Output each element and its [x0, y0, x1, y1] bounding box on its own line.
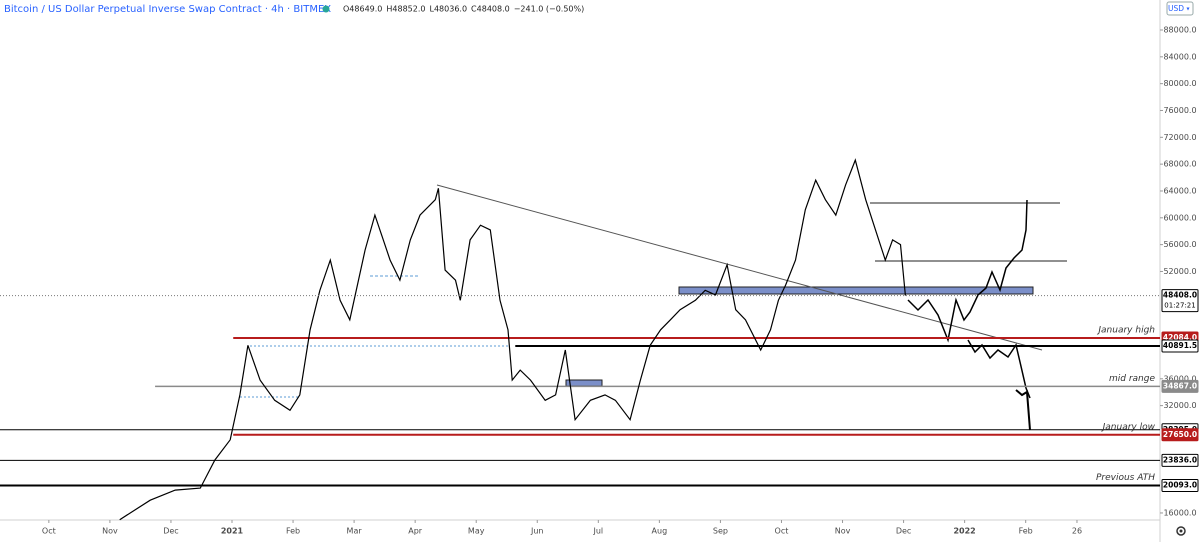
y-tick-label: 84000.0: [1163, 52, 1196, 61]
x-tick-label: Apr: [408, 527, 423, 536]
y-tick-label: 80000.0: [1163, 79, 1196, 88]
price-wick: [1015, 389, 1031, 431]
price-tag-label: 40891.5: [1163, 341, 1197, 350]
gear: [1176, 526, 1186, 536]
x-tick-label: 26: [1072, 527, 1082, 536]
level-annotation: January low: [1101, 422, 1156, 432]
price-tag-label: 34867.0: [1163, 381, 1197, 390]
x-tick-label: 2022: [953, 527, 975, 536]
price-tag: [1161, 428, 1199, 442]
x-tick-label: Aug: [652, 527, 668, 536]
price-tag: [1161, 479, 1199, 493]
level-annotation: January high: [1096, 325, 1155, 335]
y-tick-label: 72000.0: [1163, 133, 1196, 142]
plot: 16000.0 32000.0 36000.0 52000.0 56000.0 60000…: [0, 25, 1199, 536]
y-tick-label: 88000.0: [1163, 25, 1196, 34]
ohlc-value: H48852.0: [386, 5, 425, 14]
x-tick-label: Feb: [1019, 527, 1033, 536]
status-dot: [322, 5, 330, 13]
projection-path: [967, 339, 1031, 399]
level-annotation: Previous ATH: [1096, 473, 1155, 483]
x-tick-label: Mar: [347, 527, 363, 536]
drawings: [240, 184, 1067, 431]
price-tag: [1161, 453, 1199, 467]
x-tick-label: Dec: [896, 527, 911, 536]
settings-icon[interactable]: [1176, 526, 1186, 536]
ohlc-value: C48408.0: [471, 5, 510, 14]
gear-hub: [1179, 529, 1183, 533]
ohlc-value: L48036.0: [430, 5, 468, 14]
x-tick-label: Oct: [42, 527, 56, 536]
price-tag-label: 42084.0: [1163, 333, 1197, 342]
countdown: 01:27:21: [1164, 302, 1195, 310]
y-tick-label: 64000.0: [1163, 186, 1196, 195]
x-tick-label: Oct: [775, 527, 789, 536]
currency-label: USD: [1168, 4, 1184, 13]
y-tick-label: 32000.0: [1163, 401, 1196, 410]
price-tag-label: 23836.0: [1163, 455, 1197, 464]
currency-button[interactable]: [1166, 1, 1194, 16]
zone-box: [565, 379, 603, 387]
price-tag: [1161, 339, 1199, 353]
y-tick-label: 52000.0: [1163, 267, 1196, 276]
ohlc-value: −241.0 (−0.50%): [514, 5, 585, 14]
y-tick-label: 68000.0: [1163, 160, 1196, 169]
x-tick-label: Sep: [713, 527, 728, 536]
y-tick-label: 76000.0: [1163, 106, 1196, 115]
x-tick-label: Nov: [835, 527, 851, 536]
price-tag: [1161, 379, 1199, 393]
ohlc-legend: O48649.0 H48852.0 L48036.0 C48408.0 −241.0 (…: [343, 5, 584, 14]
last-price-label: 48408.0: [1163, 291, 1197, 300]
projection-path: [907, 199, 1028, 343]
x-tick-label: Jul: [592, 527, 603, 536]
currency-caret: ▾: [1186, 6, 1189, 13]
price-tag-label: 27650.0: [1163, 430, 1197, 439]
price-line: [119, 158, 906, 521]
x-tick-label: Dec: [163, 527, 178, 536]
last-price-tag: [1161, 289, 1199, 313]
chart-title: Bitcoin / US Dollar Perpetual Inverse Sw…: [4, 4, 331, 15]
x-tick-label: Nov: [102, 527, 118, 536]
level-annotation: mid range: [1109, 374, 1155, 384]
x-tick-label: Jun: [530, 527, 544, 536]
y-tick-label: 36000.0: [1163, 374, 1196, 383]
x-tick-label: May: [468, 527, 485, 536]
x-tick-label: Feb: [286, 527, 300, 536]
y-tick-label: 56000.0: [1163, 240, 1196, 249]
ohlc-value: O48649.0: [343, 5, 382, 14]
x-tick-label: 2021: [221, 527, 244, 536]
y-tick-label: 60000.0: [1163, 213, 1196, 222]
price-tag-label: 20093.0: [1163, 481, 1197, 490]
zone-box: [678, 286, 1034, 295]
y-tick-label: 16000.0: [1163, 508, 1196, 517]
